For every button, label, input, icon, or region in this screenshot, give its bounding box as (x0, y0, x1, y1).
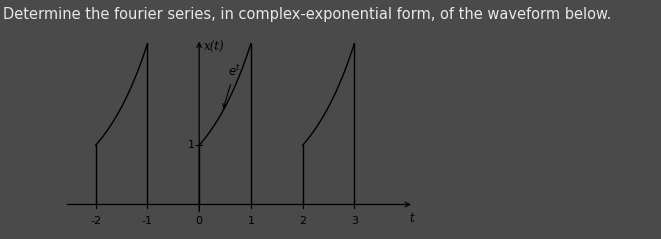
Text: t: t (409, 212, 414, 225)
Text: $e^t$: $e^t$ (223, 64, 241, 108)
Text: 2: 2 (299, 216, 306, 226)
Text: 1: 1 (188, 140, 195, 150)
Text: x(t): x(t) (204, 41, 225, 54)
Text: 0: 0 (196, 216, 203, 226)
Text: 3: 3 (351, 216, 358, 226)
Text: 1: 1 (247, 216, 254, 226)
Text: -1: -1 (142, 216, 153, 226)
Text: Determine the fourier series, in complex-exponential form, of the waveform below: Determine the fourier series, in complex… (3, 7, 611, 22)
Text: -2: -2 (90, 216, 101, 226)
